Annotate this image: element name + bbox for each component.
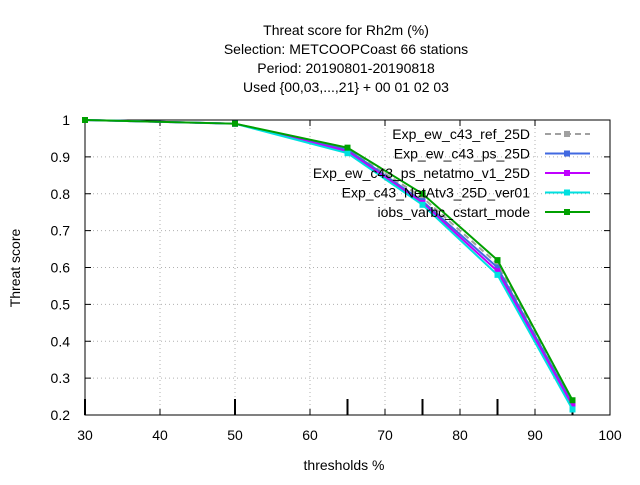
title-line-2: Selection: METCOOPCoast 66 stations	[224, 41, 468, 57]
data-point	[419, 190, 426, 197]
data-point	[569, 397, 576, 404]
y-tick-label: 0.9	[51, 149, 71, 165]
data-point	[82, 117, 88, 123]
data-point	[494, 271, 501, 278]
series-5	[82, 117, 576, 404]
x-axis-label: thresholds %	[304, 457, 385, 473]
legend-label: iobs_varbc_cstart_mode	[377, 204, 530, 220]
axes: 30 40 50 60 70 80 90 100 0.2 0.3 0.4 0.5 0.6 0.7 0.8 0.…	[51, 112, 622, 443]
y-axis-label: Threat score	[7, 228, 23, 307]
legend-label: Exp_ew_c43_ps_netatmo_v1_25D	[313, 165, 530, 181]
legend-label: Exp_ew_c43_ref_25D	[392, 126, 530, 142]
title-line-3: Period: 20190801-20190818	[257, 60, 435, 76]
legend-label: Exp_c43_NetAtv3_25D_ver01	[342, 185, 531, 201]
series-lines	[82, 117, 576, 413]
y-tick-label: 0.7	[51, 223, 71, 239]
data-point	[419, 194, 426, 201]
legend-label: Exp_ew_c43_ps_25D	[394, 146, 530, 162]
data-point	[494, 268, 501, 275]
data-point	[344, 150, 351, 157]
x-tick-label: 60	[302, 427, 318, 443]
x-tick-label: 30	[77, 427, 93, 443]
x-tick-label: 90	[527, 427, 543, 443]
data-point	[494, 257, 501, 264]
x-tick-label: 50	[227, 427, 243, 443]
title-line-4: Used {00,03,...,21} + 00 01 02 03	[243, 79, 449, 95]
x-tick-label: 100	[598, 427, 622, 443]
data-point	[344, 144, 351, 151]
y-tick-label: 0.4	[51, 333, 71, 349]
legend-marker	[564, 131, 570, 137]
y-tick-label: 0.2	[51, 407, 71, 423]
y-tick-label: 0.5	[51, 296, 71, 312]
legend-marker	[564, 170, 570, 176]
title-line-1: Threat score for Rh2m (%)	[263, 22, 429, 38]
x-tick-label: 40	[152, 427, 168, 443]
chart-title: Threat score for Rh2m (%) Selection: METC…	[224, 22, 468, 95]
data-point	[494, 260, 501, 267]
y-tick-label: 0.3	[51, 370, 71, 386]
legend-marker	[564, 209, 570, 215]
data-point	[569, 406, 576, 413]
data-point	[232, 120, 238, 127]
data-point	[419, 201, 426, 208]
legend-marker	[564, 150, 570, 157]
y-tick-label: 1	[62, 112, 70, 128]
x-tick-label: 80	[452, 427, 468, 443]
x-tick-label: 70	[377, 427, 393, 443]
legend-marker	[564, 189, 570, 196]
data-point	[569, 402, 576, 409]
y-tick-label: 0.8	[51, 186, 71, 202]
series-line	[84, 119, 574, 401]
data-point	[494, 264, 501, 271]
legend: Exp_ew_c43_ref_25D Exp_ew_c43_ps_25D Exp_e…	[313, 126, 590, 220]
y-tick-label: 0.6	[51, 260, 71, 276]
